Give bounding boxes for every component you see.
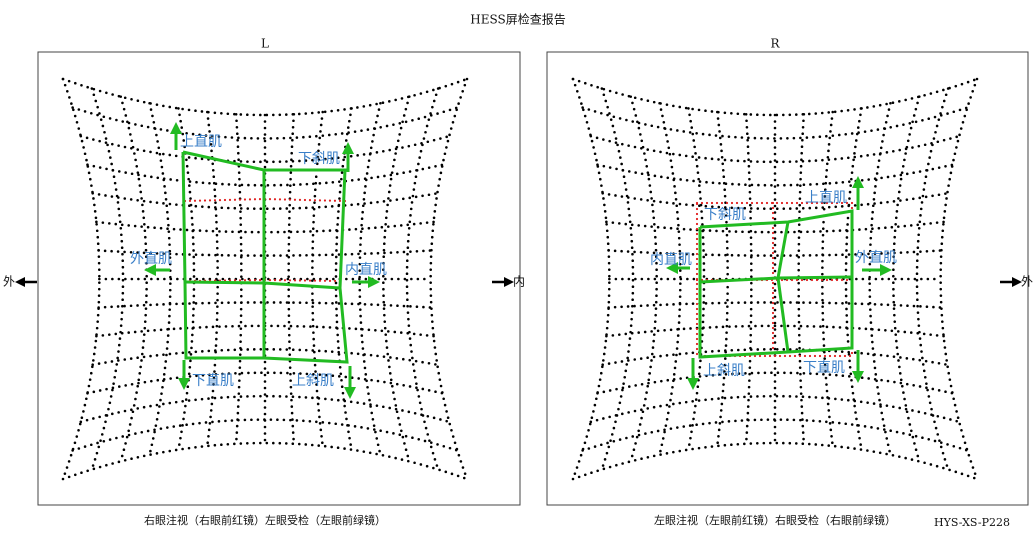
right-result [666,176,892,390]
grid-line [334,107,353,451]
title: HESS屏检查报告 [470,12,565,27]
side-label: 外 [3,275,15,289]
grid-line [86,163,444,187]
panel-frame [546,51,1029,506]
grid-line [821,110,835,448]
grid-line [71,418,459,452]
green-line [699,275,853,284]
muscle-label: 内直肌 [345,261,387,278]
grid-line [61,77,101,481]
form-code: HYS-XS-P228 [934,516,1010,529]
grid-line [581,418,969,452]
grid-line [596,371,954,395]
grid-line [91,191,439,211]
green-line [776,221,790,353]
grid-line [605,324,945,338]
panel-label: R [770,37,780,51]
muscle-label: 上直肌 [805,189,847,206]
caption: 左眼注视（左眼前红镜）右眼受检（右眼前绿镜） [654,513,896,527]
grid-line [571,77,611,481]
red-line [695,201,854,358]
muscle-label: 下直肌 [192,372,234,389]
grid-line [205,110,219,448]
grid-line [86,371,444,395]
grid-line [61,441,469,481]
grid-line [90,87,125,471]
muscle-label: 外直肌 [855,249,897,266]
side-label: 外 [1021,275,1033,289]
green-shape [181,150,349,364]
grid-line [658,101,682,457]
grid-line [596,163,954,187]
muscle-label: 上直肌 [180,133,222,150]
panel-label: L [261,37,269,51]
grid-line [405,87,440,471]
muscle-label: 下直肌 [803,359,845,376]
grid-line [61,77,469,117]
grid-line [429,77,469,481]
grid-line [148,101,172,457]
grid-line [177,107,196,451]
muscle-label: 上斜肌 [292,373,334,389]
grid-line [581,106,969,140]
panel-frame [37,51,521,506]
grid-line [571,441,979,481]
grid-line [844,107,863,451]
grid-line [939,77,979,481]
muscle-label: 上斜肌 [703,363,745,379]
caption: 右眼注视（右眼前红镜）左眼受检（左眼前绿镜） [144,513,386,527]
grid-line [600,87,635,471]
left-result [144,122,380,399]
grid-line [571,77,979,117]
side-label: 内 [513,275,525,289]
muscle-label: 外直肌 [130,250,172,267]
muscle-label: 下斜肌 [298,151,340,167]
green-line [184,280,341,290]
grid-line [601,191,949,211]
grid-line [715,110,729,448]
grid-line [311,110,325,448]
grid-line [915,87,950,471]
grid-line [601,347,949,367]
grid-line [358,101,382,457]
grid-line [687,107,706,451]
grid-line [91,347,439,367]
muscle-label: 下斜肌 [704,207,746,223]
grids [61,77,979,481]
grid-line [868,101,892,457]
grid-line [71,106,459,140]
muscle-label: 内直肌 [650,251,692,268]
